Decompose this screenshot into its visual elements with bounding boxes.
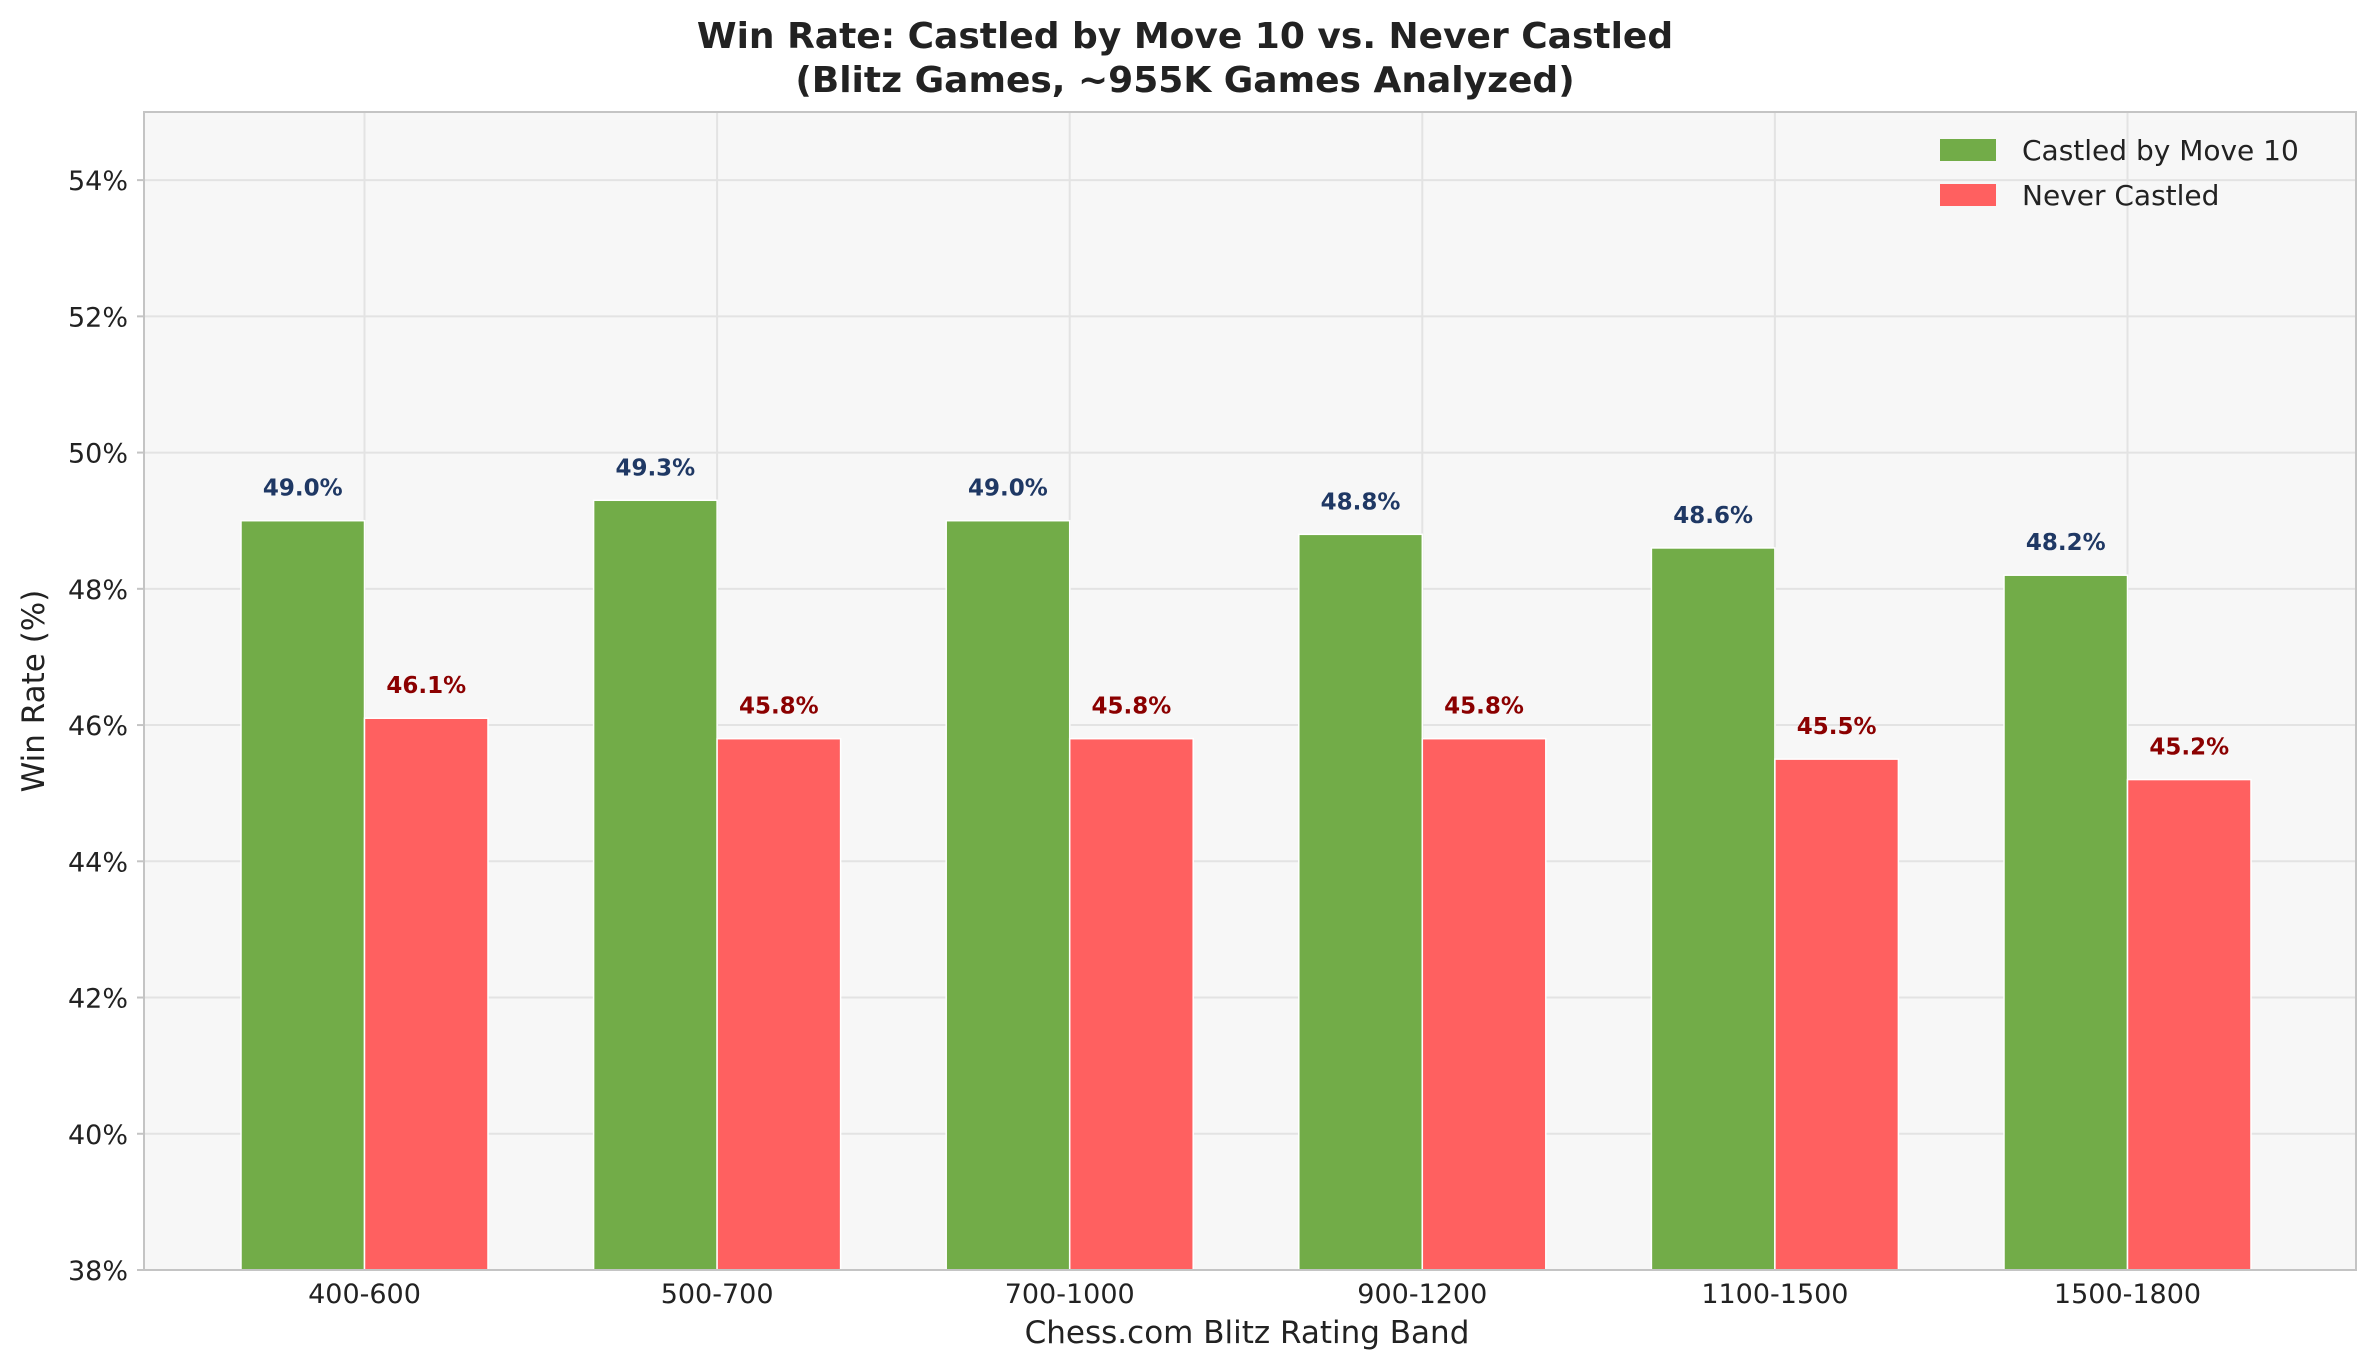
x-tick-label: 1100-1500 (1701, 1279, 1848, 1310)
data-label-never-castled: 45.2% (2149, 735, 2229, 761)
y-tick-label: 50% (68, 439, 128, 470)
data-label-never-castled: 45.8% (1444, 694, 1524, 720)
bar-castled (240, 519, 366, 1271)
bar-never-castled (1421, 737, 1547, 1271)
data-label-castled: 48.8% (1321, 489, 1401, 515)
legend-swatch-castled (1940, 139, 1996, 161)
y-tick-label: 40% (68, 1120, 128, 1151)
y-axis-ticks: 38% 40% 42% 44% 46% 48% 50% 52% 54% (68, 166, 144, 1287)
x-tick-label: 700-1000 (1005, 1279, 1135, 1310)
bar-castled (2003, 574, 2129, 1271)
data-label-castled: 49.0% (968, 476, 1048, 502)
legend-swatch-never-castled (1940, 184, 1996, 206)
bar-never-castled (363, 717, 489, 1271)
bar-castled (1298, 533, 1424, 1271)
y-tick-label: 38% (68, 1256, 128, 1287)
bar-never-castled (1774, 758, 1900, 1271)
x-tick-label: 900-1200 (1357, 1279, 1487, 1310)
bar-never-castled (2126, 778, 2252, 1271)
bar-castled (1650, 547, 1776, 1271)
chart-title: Win Rate: Castled by Move 10 vs. Never C… (697, 16, 1673, 57)
legend-label-never-castled: Never Castled (2022, 179, 2219, 212)
data-label-castled: 48.2% (2026, 530, 2106, 556)
y-tick-label: 54% (68, 166, 128, 197)
x-tick-label: 400-600 (308, 1279, 421, 1310)
legend-label-castled: Castled by Move 10 (2022, 134, 2299, 167)
y-tick-label: 48% (68, 575, 128, 606)
y-tick-label: 52% (68, 302, 128, 333)
y-tick-label: 46% (68, 711, 128, 742)
y-axis-label: Win Rate (%) (16, 590, 52, 793)
bar-never-castled (716, 737, 842, 1271)
bar-never-castled (1068, 737, 1194, 1271)
data-labels: 49.0% 49.3% 49.0% 48.8% 48.6% 48.2% 46.1% 45.8%… (263, 455, 2229, 760)
plot-frame (143, 111, 2357, 1271)
data-label-castled: 49.0% (263, 476, 343, 502)
x-tick-label: 1500-1800 (2054, 1279, 2201, 1310)
data-label-castled: 48.6% (1673, 503, 1753, 529)
chart-subtitle: (Blitz Games, ~955K Games Analyzed) (795, 60, 1574, 101)
data-label-never-castled: 45.8% (1092, 694, 1172, 720)
x-axis-ticks: 400-600 500-700 700-1000 900-1200 1100-1500 1… (308, 1279, 2201, 1310)
bar-castled (592, 499, 718, 1271)
x-axis-label: Chess.com Blitz Rating Band (1025, 1315, 1470, 1351)
data-label-never-castled: 46.1% (386, 673, 466, 699)
bars (240, 499, 2252, 1271)
plot-area (144, 112, 2356, 1270)
legend: Castled by Move 10 Never Castled (1940, 134, 2299, 212)
y-tick-label: 44% (68, 847, 128, 878)
data-label-never-castled: 45.8% (739, 694, 819, 720)
data-label-castled: 49.3% (615, 455, 695, 481)
x-tick-label: 500-700 (661, 1279, 774, 1310)
y-tick-label: 42% (68, 984, 128, 1015)
bar-castled (945, 519, 1071, 1271)
data-label-never-castled: 45.5% (1797, 714, 1877, 740)
